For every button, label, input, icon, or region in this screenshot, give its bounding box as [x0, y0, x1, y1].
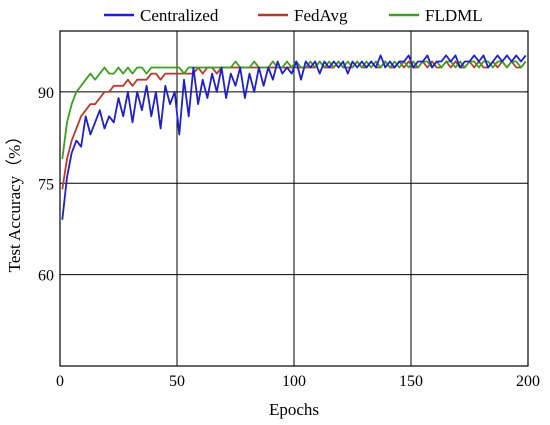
y-axis-title: Test Accuracy（%）	[5, 128, 24, 273]
legend-label-centralized: Centralized	[140, 6, 219, 25]
y-tick-label: 90	[38, 85, 54, 102]
series-lines	[61, 54, 527, 220]
x-tick-label: 100	[282, 373, 306, 390]
series-line-centralized	[61, 54, 527, 220]
series-line-fldml	[61, 60, 527, 160]
x-tick-label: 150	[399, 373, 423, 390]
grid	[60, 31, 528, 366]
x-tick-label: 50	[169, 373, 185, 390]
plot-frame	[59, 30, 529, 367]
tick-labels: 0 50 100 150 200 60 75 90	[38, 85, 540, 390]
x-tick-label: 200	[516, 373, 540, 390]
y-tick-label: 60	[38, 268, 54, 285]
legend-label-fldml: FLDML	[425, 6, 483, 25]
x-tick-label: 0	[56, 373, 64, 390]
y-tick-label: 75	[38, 176, 54, 193]
legend-label-fedavg: FedAvg	[294, 6, 348, 25]
x-axis-title: Epochs	[269, 400, 319, 419]
legend: Centralized FedAvg FLDML	[104, 6, 483, 25]
